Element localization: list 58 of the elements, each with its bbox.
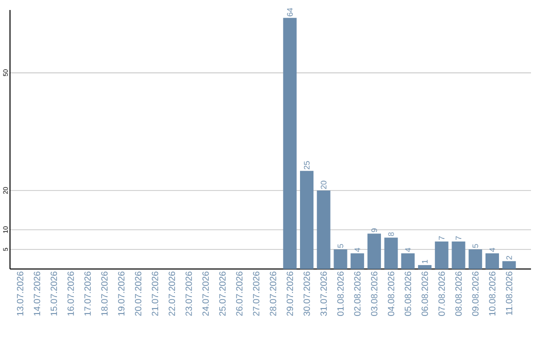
bar [401,253,415,269]
x-tick-label: 01.08.2026 [337,272,344,316]
x-tick-label: 25.07.2026 [219,272,226,316]
x-tick-label: 26.07.2026 [236,272,243,316]
data-label: 20 [320,180,326,189]
x-tick-label: 11.08.2026 [506,272,512,315]
x-tick-label: 16.07.2026 [68,272,74,316]
x-tick-label: 08.08.2026 [455,272,462,316]
x-tick-label: 27.07.2026 [252,272,260,316]
x-tick-label: 03.08.2026 [371,272,378,316]
data-label: 5 [472,244,478,248]
x-tick-label: 31.07.2026 [320,272,327,316]
data-label: 4 [405,248,411,252]
x-tick-label: 30.07.2026 [304,272,310,316]
data-label: 8 [388,232,394,236]
x-tick-label: 22.07.2026 [168,272,176,316]
x-tick-label: 15.07.2026 [50,272,58,316]
bar [452,242,466,269]
x-tick-label: 29.07.2026 [286,272,294,316]
data-label: 9 [371,228,378,232]
bar [350,253,364,269]
x-tick-label: 13.07.2026 [16,272,24,316]
bar [502,261,516,269]
x-tick-label: 23.07.2026 [186,272,192,316]
x-tick-label: 02.08.2026 [354,272,361,316]
x-tick-label: 06.08.2026 [422,272,428,316]
x-tick-label: 18.07.2026 [101,272,108,316]
bar [334,249,348,269]
bar [300,170,314,269]
bar [384,238,398,269]
x-tick-label: 07.08.2026 [438,272,445,316]
bar [316,190,330,269]
bar [283,18,297,269]
data-label: 4 [489,248,495,252]
bar [434,242,448,269]
bar [485,253,499,269]
x-tick-label: 19.07.2026 [118,272,124,316]
x-tick-label: 20.07.2026 [134,272,142,316]
x-tick-label: 21.07.2026 [152,272,158,316]
x-tick-label: 09.08.2026 [472,272,479,316]
data-label: 4 [354,248,360,252]
x-tick-label: 10.08.2026 [489,272,496,316]
data-label: 2 [506,256,512,260]
data-label: 64 [287,8,293,16]
data-label: 1 [422,260,428,264]
bar [418,265,432,269]
x-tick-label: 24.07.2026 [202,272,209,316]
x-tick-label: 04.08.2026 [388,272,394,316]
data-label: 7 [456,236,462,240]
x-tick-label: 05.08.2026 [404,272,412,316]
x-tick-label: 14.07.2026 [34,272,40,316]
bar [468,249,482,269]
data-label: 5 [338,244,344,248]
bar [367,234,381,269]
x-tick-label: 17.07.2026 [84,272,91,316]
data-label: 7 [438,236,444,240]
data-label: 25 [304,161,310,170]
x-tick-label: 28.07.2026 [270,272,276,316]
